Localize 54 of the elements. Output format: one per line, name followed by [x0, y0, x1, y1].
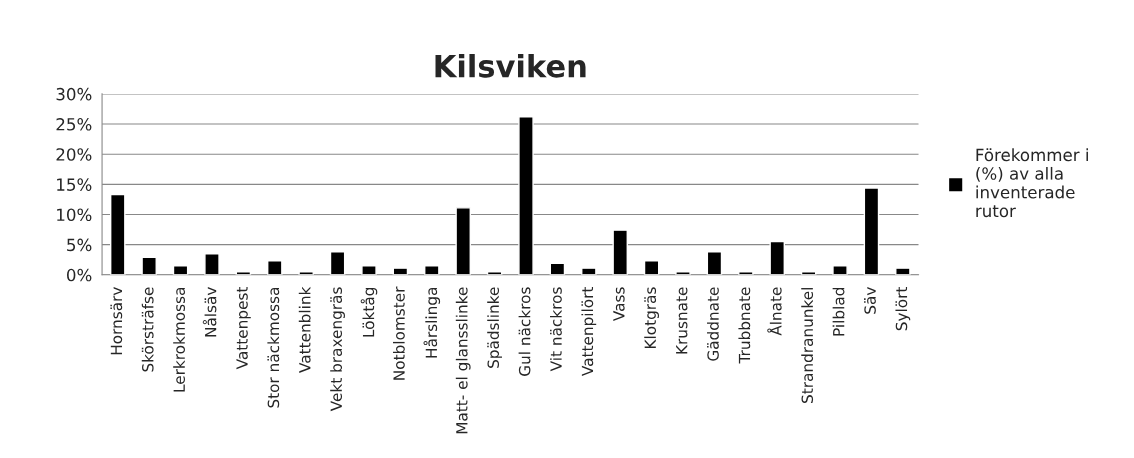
x-tick-label: Gäddnate	[707, 287, 719, 361]
bar	[424, 265, 440, 275]
x-tick-label: Strandranunkel	[801, 288, 814, 403]
y-tick-label: 25%	[56, 118, 92, 131]
y-tick-label: 5%	[67, 238, 92, 252]
bar	[518, 116, 534, 275]
bar	[832, 265, 848, 275]
bar	[581, 267, 597, 275]
bar	[110, 193, 126, 275]
bar	[769, 240, 785, 275]
x-tick-label: Vass	[613, 287, 625, 322]
bar	[329, 251, 346, 275]
bar	[455, 207, 471, 275]
x-tick-label: Notblomster	[393, 286, 405, 380]
x-tick-label: Vattenblink	[298, 286, 311, 373]
chart-title: Kilsviken	[435, 54, 586, 78]
x-tick-label: Krusnate	[676, 287, 688, 354]
bar	[392, 267, 409, 275]
bar	[204, 252, 220, 275]
y-tick-label: 0%	[67, 268, 92, 282]
x-tick-label: Klotgräs	[644, 287, 660, 349]
x-tick-label: Gul näckros	[518, 287, 531, 376]
y-tick-label: 20%	[56, 148, 92, 161]
x-tick-label: Trubbnate	[738, 287, 751, 364]
x-tick-label: Spädslinke	[487, 287, 502, 368]
bar	[612, 229, 628, 275]
legend-label: Förekommer i (%) av alla inventerade rutor	[976, 148, 1088, 218]
bar	[361, 265, 377, 275]
x-tick-label: Skörsträfse	[141, 287, 154, 372]
x-tick-label: Säv	[864, 287, 876, 314]
x-tick-label: Vattenpest	[236, 286, 251, 370]
bar	[863, 187, 880, 275]
x-tick-label: Ålnate	[767, 287, 782, 336]
x-tick-label: Vekt braxengräs	[330, 287, 345, 412]
bar	[172, 265, 189, 275]
bar	[643, 260, 660, 275]
y-tick-label: 30%	[56, 87, 92, 101]
bar	[895, 267, 911, 275]
bar	[141, 256, 157, 275]
y-tick-label: 15%	[57, 178, 92, 191]
x-tick-label: Vit näckros	[550, 287, 562, 372]
x-tick-label: Hårslinga	[423, 287, 441, 358]
x-tick-label: Lerkrokmossa	[173, 287, 185, 392]
y-tick-label: 10%	[57, 208, 92, 222]
x-tick-label: Löktåg	[360, 288, 378, 337]
x-tick-label: Stor näckmossa	[267, 287, 280, 408]
x-tick-label: Pilblad	[832, 287, 845, 336]
x-tick-label: Nålsäv	[202, 287, 217, 337]
x-tick-label: Sylört	[895, 286, 911, 331]
x-tick-label: Vattenpilört	[581, 286, 597, 376]
bar	[706, 251, 723, 275]
x-tick-label: Hornsärv	[110, 287, 123, 355]
x-tick-label: Matt- el glansslinke	[455, 287, 471, 434]
bar	[267, 260, 283, 275]
